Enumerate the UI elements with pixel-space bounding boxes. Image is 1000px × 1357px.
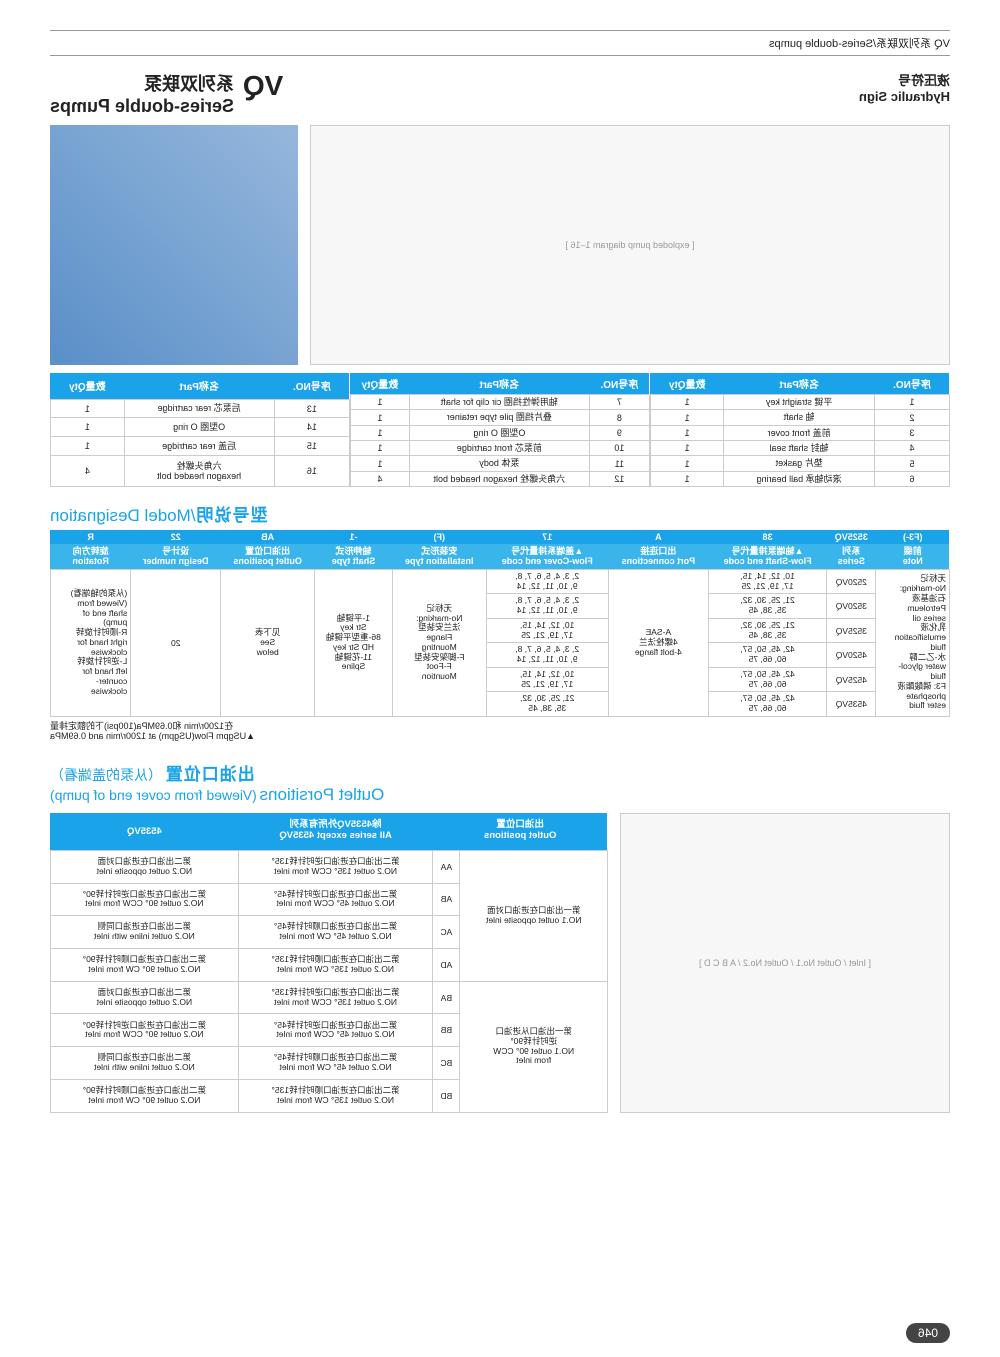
page-header: VQ 系列双联系/Series-double pumps [50, 30, 950, 56]
page-number: 046 [906, 1323, 950, 1343]
title-vq: VQ [243, 70, 283, 102]
model-title-cn: 型号说明 [196, 506, 268, 525]
hydraulic-sign-cn: 液压符号 [859, 70, 950, 89]
hydraulic-sign-label: 液压符号 Hydraulic Sign [859, 70, 950, 104]
title-cn: 系列双联泵 [50, 70, 234, 96]
outlet-positions-table: 出油口位置Outlet positions除4535VQ外所有系列All ser… [50, 813, 608, 1113]
outlet-title-cn: 出油口位置 [165, 765, 255, 784]
outlet-section-title: 出油口位置 （从泵的盖端看） Outlet Porsitions (Viewed… [50, 760, 950, 805]
outlet-diagram: [ Inlet / Outlet No.1 / Outlet No.2 / A … [620, 813, 950, 1113]
outlet-title-en-paren: (Viewed from cover end of pump) [50, 787, 257, 803]
model-section-title: 型号说明/Model Designation [50, 501, 950, 526]
outlet-title-cn-paren: （从泵的盖端看） [50, 767, 162, 783]
title-row: 液压符号 Hydraulic Sign VQ 系列双联泵 Series-doub… [50, 70, 950, 117]
pump-photo [50, 125, 298, 365]
images-row: [ exploded pump diagram 1–16 ] [50, 125, 950, 365]
footnote: 在1200r/min 和0.69MPa(100psi)下的额定排量▲USgpm … [50, 721, 950, 742]
parts-table-3: 序号NO.名称Part数量Qty13后泵芯 rear cartridge114O… [50, 373, 350, 487]
outlet-row: [ Inlet / Outlet No.1 / Outlet No.2 / A … [50, 813, 950, 1113]
title-en: Series-double Pumps [50, 96, 234, 117]
parts-table-1: 序号NO.名称Part数量Qty1平键 straight key12轴 shaf… [650, 373, 950, 487]
outlet-title-en: Outlet Porsitions [260, 785, 385, 804]
exploded-diagram: [ exploded pump diagram 1–16 ] [310, 125, 950, 365]
model-designation-table: (F3-)3525VQ38A17(F)-1AB22R前缀Note系列Series… [50, 530, 950, 717]
hydraulic-sign-en: Hydraulic Sign [859, 89, 950, 104]
main-title: VQ 系列双联泵 Series-double Pumps [50, 70, 283, 117]
parts-tables: 序号NO.名称Part数量Qty1平键 straight key12轴 shaf… [50, 373, 950, 487]
model-title-en: /Model Designation [50, 506, 196, 525]
parts-table-2: 序号NO.名称Part数量Qty7轴用弹性挡圈 cir clip for sha… [350, 373, 650, 487]
